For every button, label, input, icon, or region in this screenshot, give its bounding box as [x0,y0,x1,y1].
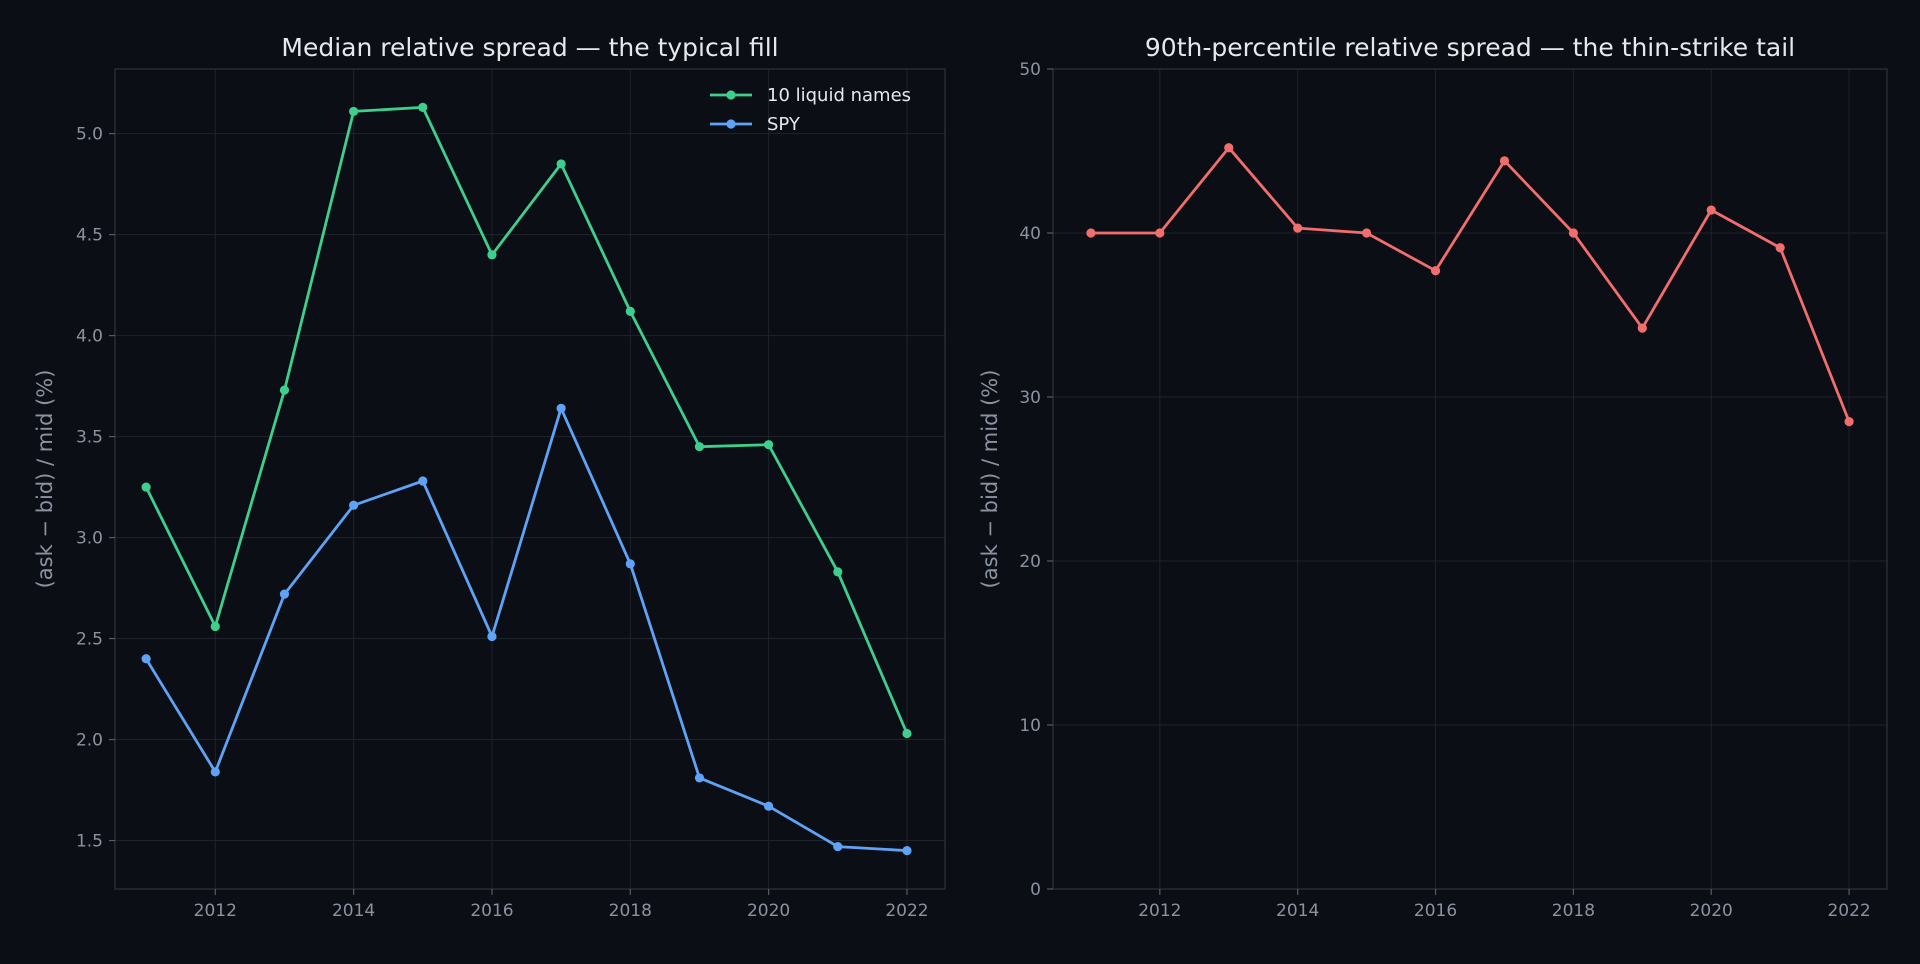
x-tick-label: 2022 [1827,901,1870,921]
x-tick-label: 2012 [1138,901,1181,921]
y-tick-label: 2.0 [76,731,103,751]
x-tick-label: 2018 [609,901,652,921]
data-point [902,846,912,856]
data-point [764,801,774,811]
y-tick-label: 0 [1030,880,1041,900]
data-point [902,728,912,739]
y-tick-label: 10 [1019,716,1041,736]
x-tick-label: 2020 [747,901,790,921]
y-tick-label: 40 [1019,224,1041,244]
data-point [141,482,151,492]
data-point [556,159,566,169]
x-tick-label: 2018 [1552,901,1595,921]
data-point [764,440,774,450]
legend-marker [726,119,736,129]
data-point [1224,143,1234,153]
data-point [279,385,290,395]
y-axis-label: (ask − bid) / mid (%) [33,370,57,589]
plot-frame [114,68,946,890]
chart-panel-2: 2012 2014 2016 2018 2020 2022 0 10 20 30 40 50 90th-… [978,33,1888,921]
y-tick-label: 50 [1019,60,1041,80]
data-point [1155,228,1165,238]
data-point [418,476,428,486]
chart-title: Median relative spread — the typical fil… [281,33,778,62]
y-tick-label: 4.0 [76,327,103,347]
y-tick-label: 30 [1019,388,1041,408]
chart-panel-1: 2012 2014 2016 2018 2020 2022 1.5 2.0 2.5 3.0 3.5 4… [33,33,946,921]
data-point [1706,205,1716,215]
legend-label: 10 liquid names [767,85,911,106]
data-point [141,654,151,664]
y-tick-label: 3.0 [76,529,103,549]
plot-frame [1052,68,1888,890]
series-line [144,106,909,735]
data-point [1293,223,1303,233]
x-tick-label: 2014 [1276,901,1319,921]
legend-marker [726,90,736,100]
data-point [694,773,705,783]
y-tick-label: 3.5 [76,428,103,448]
data-point [487,631,497,642]
series-line [1089,146,1851,424]
data-point [487,250,497,260]
data-point [625,559,635,569]
data-point [1430,266,1441,276]
x-tick-label: 2012 [194,901,237,921]
data-point [694,442,705,452]
data-point [1637,323,1647,333]
data-point [1568,228,1578,238]
data-point [1086,228,1096,238]
x-tick-label: 2020 [1690,901,1733,921]
data-point [349,500,359,510]
data-point [1775,243,1785,253]
data-point [279,589,290,599]
series-1 [141,102,912,739]
chart-title: 90th-percentile relative spread — the th… [1145,33,1795,62]
x-tick-label: 2014 [332,901,375,921]
data-point [1499,156,1510,166]
data-point [1362,228,1372,238]
y-tick-label: 4.5 [76,226,103,246]
y-tick-label: 1.5 [76,832,103,852]
data-point [210,767,220,777]
x-tick-label: 2022 [885,901,928,921]
y-tick-label: 2.5 [76,630,103,650]
data-point [1844,417,1854,427]
legend-label: SPY [767,114,801,135]
series-1 [1086,143,1854,427]
data-point [625,306,635,316]
data-point [349,106,359,117]
data-point [210,621,220,632]
y-axis-label: (ask − bid) / mid (%) [978,370,1002,589]
data-point [833,567,843,577]
data-point [418,102,428,112]
y-tick-label: 5.0 [76,125,103,145]
data-point [556,403,566,413]
x-tick-label: 2016 [470,901,513,921]
legend: 10 liquid names SPY [710,85,911,135]
series-line [144,406,909,852]
data-point [833,841,843,852]
series-2 [141,403,912,856]
x-tick-label: 2016 [1414,901,1457,921]
y-tick-label: 20 [1019,552,1041,572]
